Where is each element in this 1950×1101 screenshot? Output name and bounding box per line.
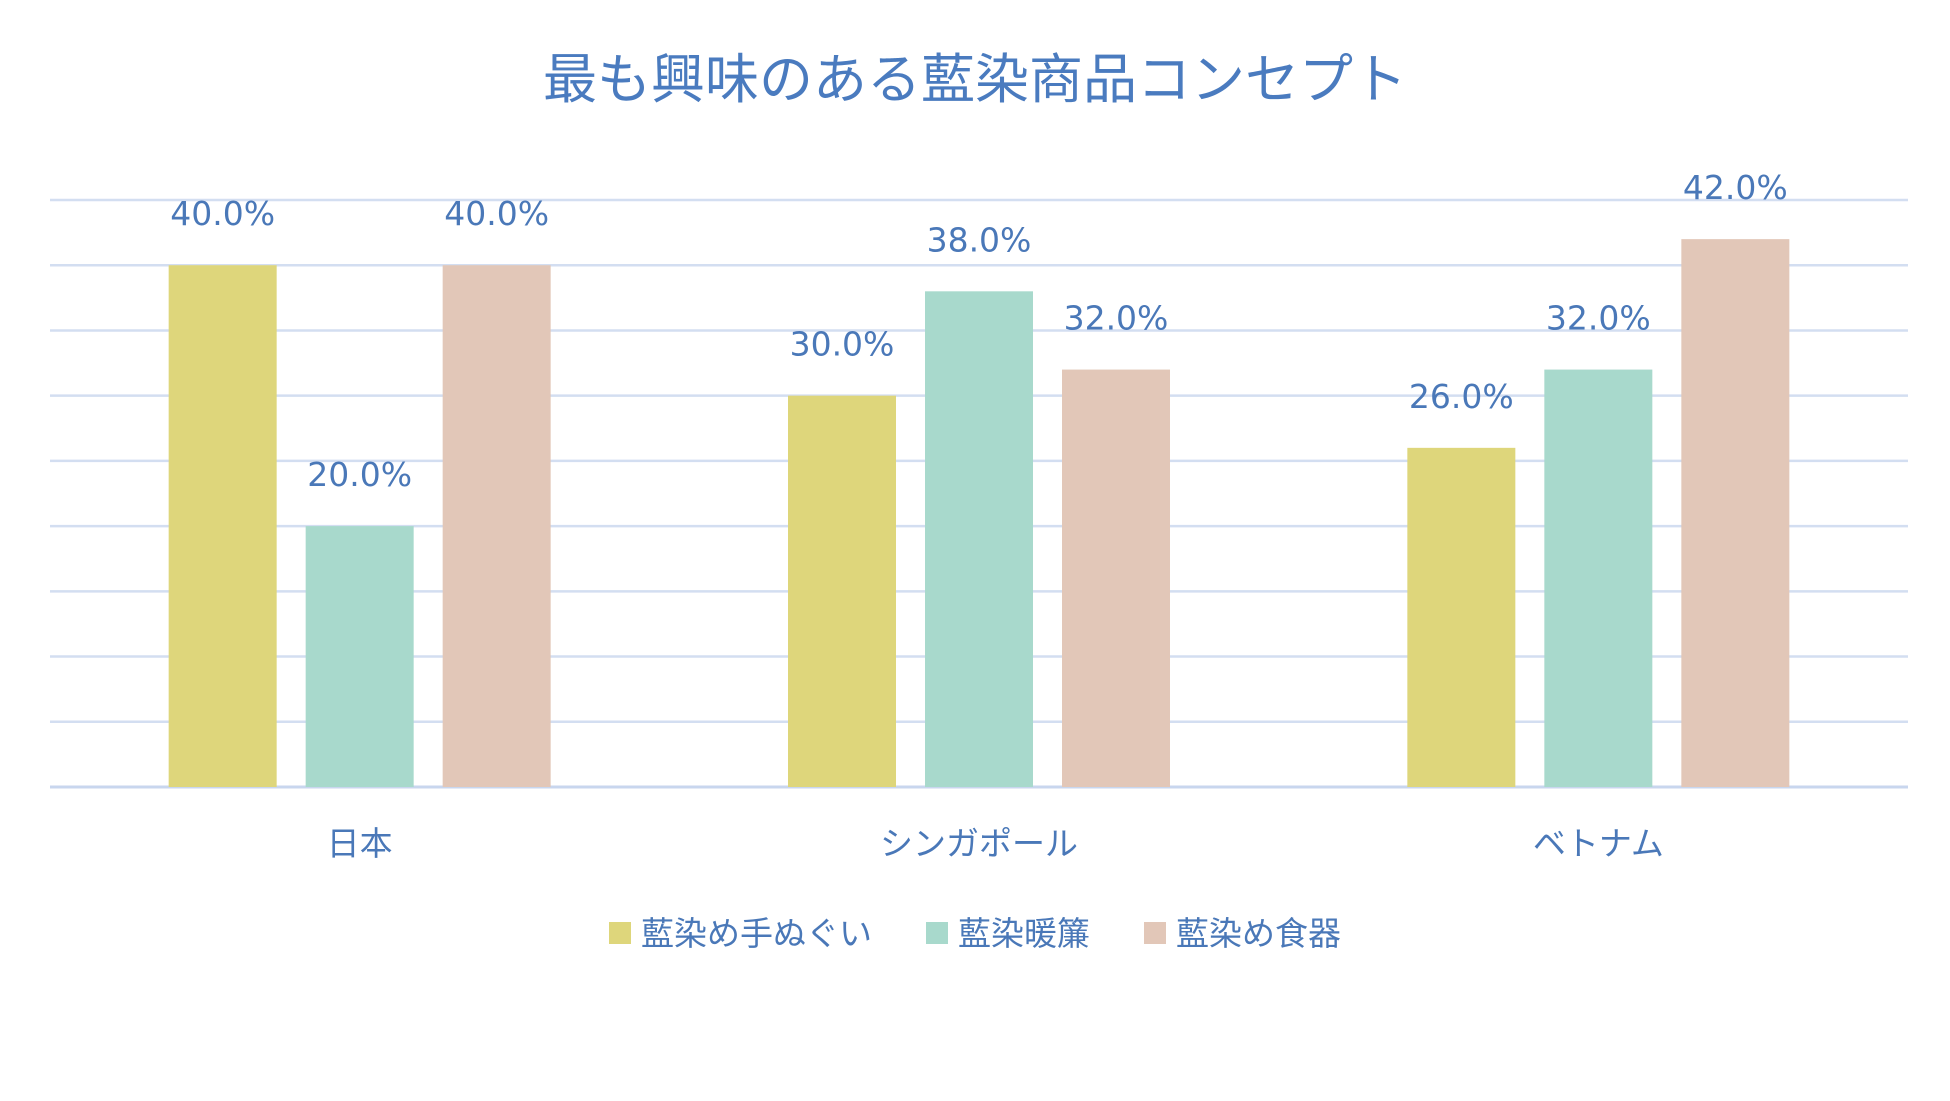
category-label: 日本 <box>327 824 393 863</box>
legend-swatch <box>609 922 631 944</box>
legend: 藍染め手ぬぐい 藍染暖簾 藍染め食器 <box>609 914 1341 953</box>
data-label: 32.0% <box>1546 299 1651 338</box>
legend-label: 藍染め手ぬぐい <box>641 914 872 953</box>
legend-item: 藍染暖簾 <box>926 914 1090 953</box>
bar <box>1062 369 1170 787</box>
data-labels: 40.0% 20.0% 40.0% 30.0% 38.0% 32.0% 26.0% 32.0%… <box>170 168 1788 494</box>
data-label: 30.0% <box>790 325 895 364</box>
data-label: 40.0% <box>170 194 275 233</box>
legend-label: 藍染暖簾 <box>958 914 1090 953</box>
bar <box>168 265 277 787</box>
bar <box>442 265 551 787</box>
legend-swatch <box>926 922 948 944</box>
legend-item: 藍染め食器 <box>1144 914 1341 953</box>
data-label: 32.0% <box>1064 299 1169 338</box>
legend-swatch <box>1144 922 1166 944</box>
bars <box>168 239 1790 788</box>
bar <box>1544 369 1653 787</box>
legend-label: 藍染め食器 <box>1176 914 1341 953</box>
data-label: 38.0% <box>927 220 1032 259</box>
data-label: 20.0% <box>307 455 412 494</box>
bar <box>1681 239 1790 788</box>
data-label: 42.0% <box>1683 168 1788 207</box>
category-label: ベトナム <box>1533 824 1664 863</box>
legend-item: 藍染め手ぬぐい <box>609 914 872 953</box>
bar <box>788 395 896 787</box>
category-labels: 日本 シンガポール ベトナム <box>327 824 1664 863</box>
bar <box>305 526 414 787</box>
data-label: 40.0% <box>444 194 549 233</box>
data-label: 26.0% <box>1409 377 1514 416</box>
bar <box>1407 447 1516 787</box>
category-label: シンガポール <box>880 824 1078 863</box>
bar <box>925 291 1033 787</box>
chart-title: 最も興味のある藍染商品コンセプト <box>543 48 1407 111</box>
